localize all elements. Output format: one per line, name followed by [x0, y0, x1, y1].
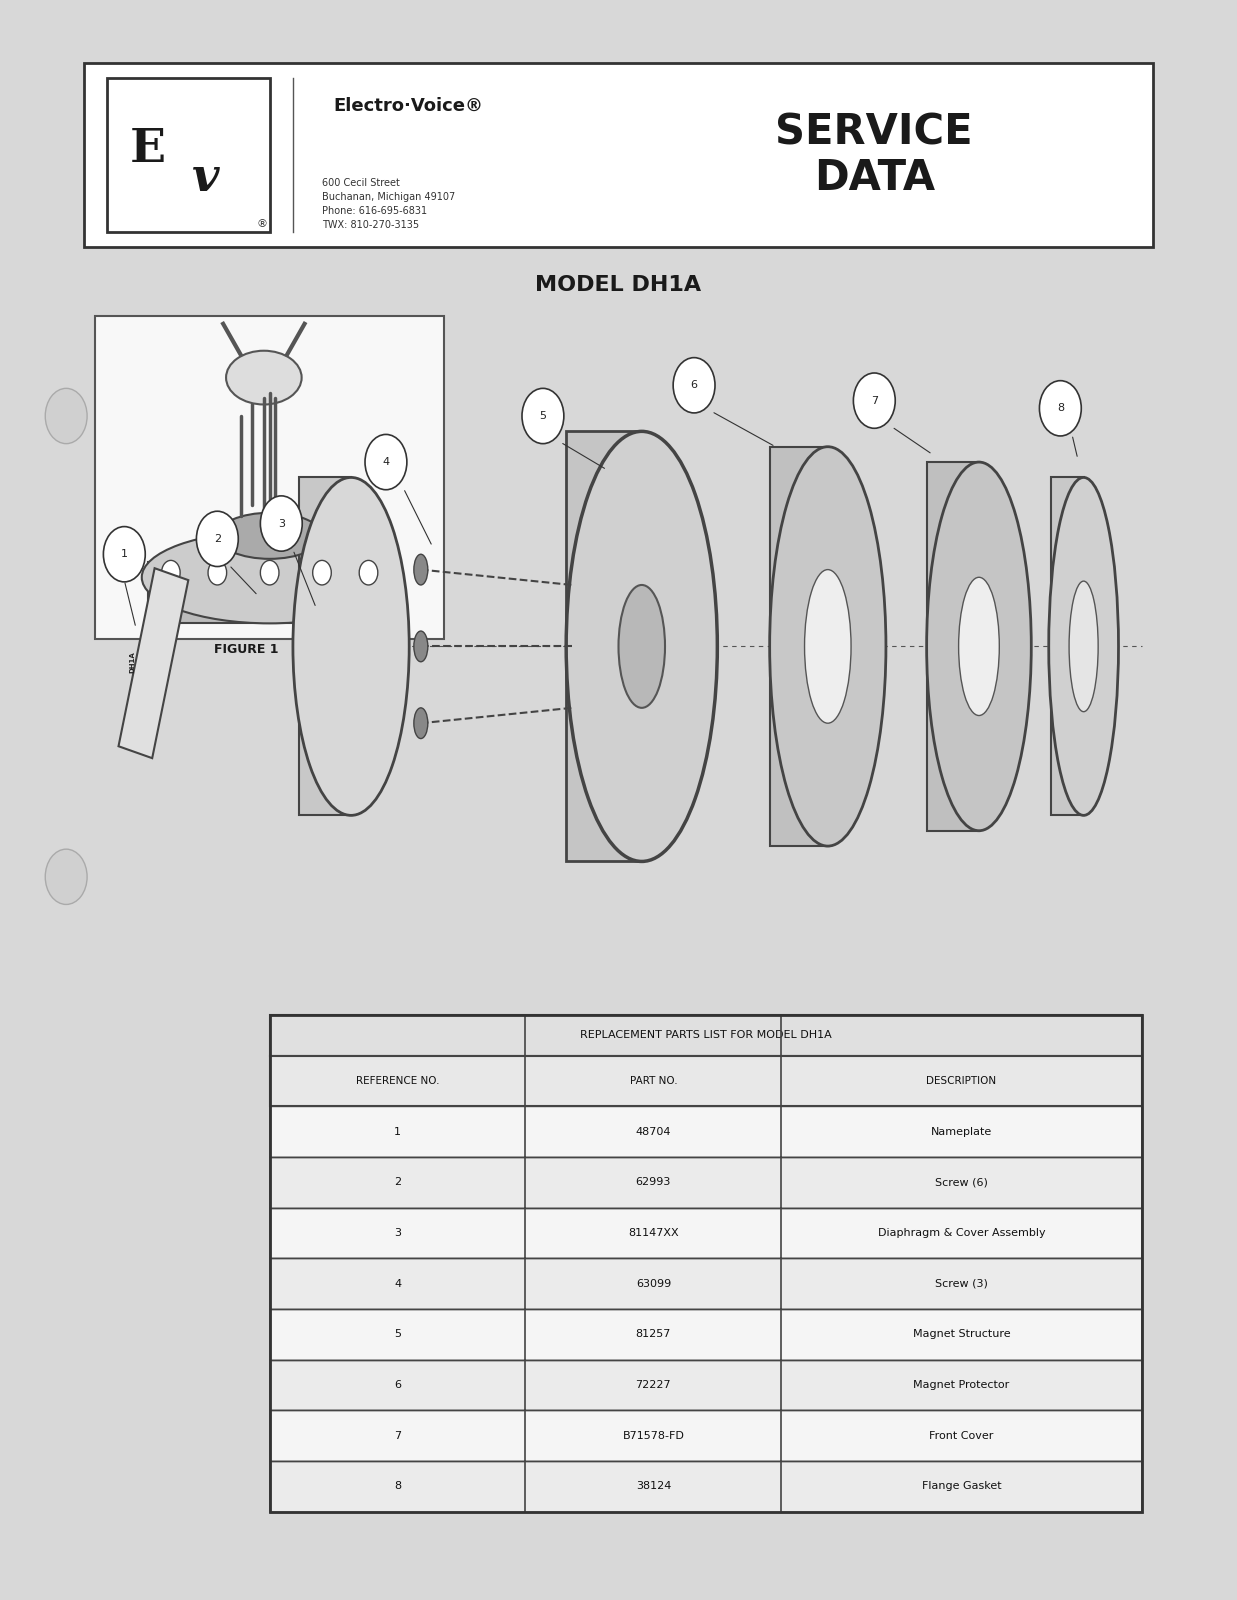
- Text: 5: 5: [539, 411, 547, 421]
- Text: Diaphragm & Cover Assembly: Diaphragm & Cover Assembly: [878, 1227, 1045, 1238]
- Text: v: v: [192, 155, 219, 202]
- Text: 8: 8: [395, 1482, 401, 1491]
- Bar: [299, 477, 351, 816]
- Text: 7: 7: [871, 395, 878, 406]
- Circle shape: [197, 512, 239, 566]
- Text: Screw (3): Screw (3): [935, 1278, 988, 1288]
- Ellipse shape: [1069, 581, 1098, 712]
- Text: Front Cover: Front Cover: [929, 1430, 993, 1440]
- Text: 48704: 48704: [636, 1126, 672, 1136]
- Ellipse shape: [769, 446, 886, 846]
- Text: REFERENCE NO.: REFERENCE NO.: [356, 1075, 439, 1086]
- Circle shape: [162, 560, 181, 586]
- Bar: [769, 446, 828, 846]
- Ellipse shape: [567, 432, 717, 861]
- Text: B71578-FD: B71578-FD: [622, 1430, 684, 1440]
- Circle shape: [1039, 381, 1081, 435]
- Text: 3: 3: [395, 1227, 401, 1238]
- FancyBboxPatch shape: [95, 317, 444, 638]
- Ellipse shape: [618, 586, 666, 707]
- Text: 62993: 62993: [636, 1178, 670, 1187]
- Circle shape: [260, 496, 302, 550]
- Circle shape: [260, 560, 280, 586]
- Ellipse shape: [226, 350, 302, 405]
- Text: Nameplate: Nameplate: [931, 1126, 992, 1136]
- Bar: [270, 1258, 1142, 1309]
- Bar: [270, 1056, 1142, 1106]
- Circle shape: [104, 526, 145, 582]
- Ellipse shape: [414, 554, 428, 586]
- Text: 3: 3: [278, 518, 285, 528]
- Text: 81147XX: 81147XX: [628, 1227, 679, 1238]
- Ellipse shape: [959, 578, 999, 715]
- Bar: [270, 1014, 1142, 1056]
- Text: Magnet Protector: Magnet Protector: [913, 1381, 1009, 1390]
- Text: 81257: 81257: [636, 1330, 670, 1339]
- Text: 6: 6: [395, 1381, 401, 1390]
- Bar: [1051, 477, 1084, 816]
- Text: PART NO.: PART NO.: [630, 1075, 677, 1086]
- Text: 1: 1: [121, 549, 127, 560]
- Text: Magnet Structure: Magnet Structure: [913, 1330, 1011, 1339]
- Bar: [270, 1014, 1142, 1512]
- Ellipse shape: [293, 477, 409, 816]
- Ellipse shape: [218, 512, 322, 558]
- Text: 6: 6: [690, 381, 698, 390]
- Text: 4: 4: [382, 458, 390, 467]
- Circle shape: [46, 850, 87, 904]
- Text: Flange Gasket: Flange Gasket: [922, 1482, 1001, 1491]
- Circle shape: [522, 389, 564, 443]
- Bar: [927, 462, 978, 830]
- Text: Electro·Voice®: Electro·Voice®: [334, 96, 484, 115]
- Text: MODEL DH1A: MODEL DH1A: [536, 275, 701, 296]
- Text: DH1A: DH1A: [130, 651, 136, 672]
- Text: 8: 8: [1056, 403, 1064, 413]
- Circle shape: [673, 358, 715, 413]
- Bar: [270, 1360, 1142, 1411]
- Text: ®: ®: [256, 219, 267, 229]
- Text: 5: 5: [395, 1330, 401, 1339]
- Ellipse shape: [414, 707, 428, 739]
- Ellipse shape: [414, 630, 428, 662]
- FancyBboxPatch shape: [84, 62, 1153, 246]
- Bar: [270, 1157, 1142, 1208]
- Text: 1: 1: [395, 1126, 401, 1136]
- Text: 2: 2: [214, 534, 221, 544]
- Bar: [270, 1309, 1142, 1360]
- Bar: [270, 1106, 1142, 1157]
- Text: 4: 4: [395, 1278, 401, 1288]
- Bar: [567, 432, 642, 861]
- Circle shape: [313, 560, 332, 586]
- Text: REPLACEMENT PARTS LIST FOR MODEL DH1A: REPLACEMENT PARTS LIST FOR MODEL DH1A: [580, 1030, 831, 1040]
- Bar: [119, 568, 188, 758]
- FancyBboxPatch shape: [106, 78, 270, 232]
- Text: Screw (6): Screw (6): [935, 1178, 988, 1187]
- Circle shape: [854, 373, 896, 429]
- Ellipse shape: [927, 462, 1032, 830]
- Bar: [270, 1461, 1142, 1512]
- Text: SERVICE
DATA: SERVICE DATA: [776, 112, 974, 198]
- Text: FIGURE 1: FIGURE 1: [214, 643, 278, 656]
- Ellipse shape: [1049, 477, 1118, 816]
- Text: 2: 2: [395, 1178, 401, 1187]
- Text: 63099: 63099: [636, 1278, 670, 1288]
- Text: 7: 7: [395, 1430, 401, 1440]
- Bar: [147, 562, 392, 624]
- Text: E: E: [130, 126, 166, 171]
- Text: 600 Cecil Street
Buchanan, Michigan 49107
Phone: 616-695-6831
TWX: 810-270-3135: 600 Cecil Street Buchanan, Michigan 4910…: [322, 178, 455, 230]
- Text: 38124: 38124: [636, 1482, 670, 1491]
- Bar: [270, 1208, 1142, 1258]
- Circle shape: [359, 560, 377, 586]
- Circle shape: [365, 435, 407, 490]
- Text: DESCRIPTION: DESCRIPTION: [927, 1075, 997, 1086]
- Ellipse shape: [804, 570, 851, 723]
- Circle shape: [208, 560, 226, 586]
- Circle shape: [46, 389, 87, 443]
- Ellipse shape: [142, 531, 397, 624]
- Bar: [270, 1411, 1142, 1461]
- Text: 72227: 72227: [636, 1381, 672, 1390]
